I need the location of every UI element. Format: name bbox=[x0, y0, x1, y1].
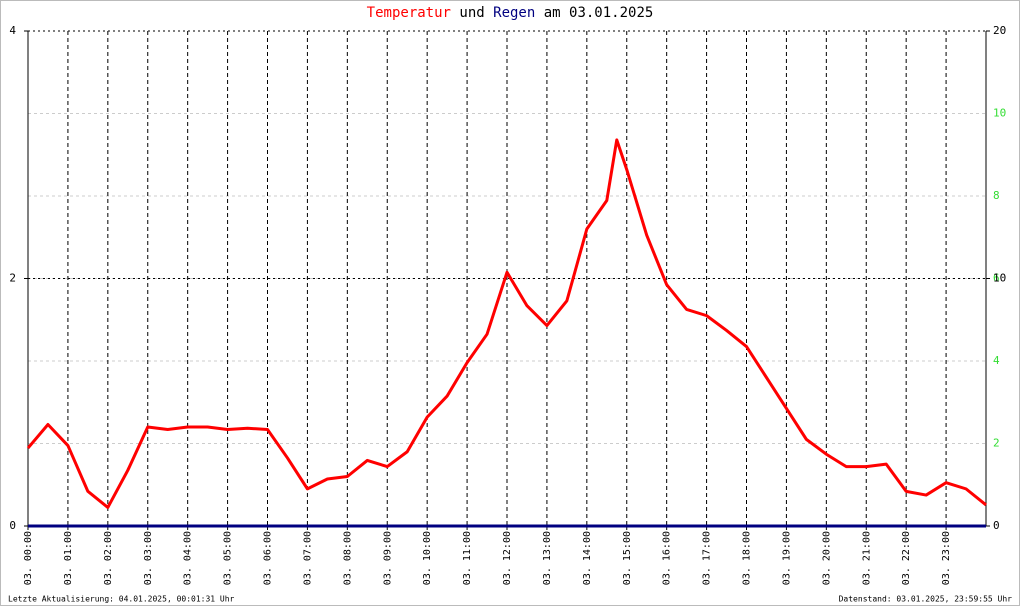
x-tick-label: 03. 05:00 bbox=[223, 531, 234, 585]
x-tick-label: 03. 11:00 bbox=[462, 531, 473, 585]
title-und: und bbox=[459, 5, 484, 21]
x-tick-label: 03. 19:00 bbox=[781, 531, 792, 585]
x-tick-label: 03. 21:00 bbox=[861, 531, 872, 585]
x-tick-label: 03. 06:00 bbox=[263, 531, 274, 585]
y3-tick-label: 10 bbox=[993, 107, 1006, 120]
y-tick-label: 2 bbox=[9, 272, 16, 285]
title-date: am 03.01.2025 bbox=[544, 5, 654, 21]
title-rain: Regen bbox=[493, 5, 535, 21]
x-tick-label: 03. 13:00 bbox=[542, 531, 553, 585]
x-tick-label: 03. 17:00 bbox=[702, 531, 713, 585]
x-tick-label: 03. 07:00 bbox=[302, 531, 313, 585]
x-tick-label: 03. 12:00 bbox=[502, 531, 513, 585]
chart-title: Temperatur und Regen am 03.01.2025 bbox=[367, 5, 654, 21]
x-tick-label: 03. 23:00 bbox=[941, 531, 952, 585]
x-tick-label: 03. 10:00 bbox=[422, 531, 433, 585]
x-tick-label: 03. 00:00 bbox=[23, 531, 34, 585]
y3-tick-label: 2 bbox=[993, 437, 1000, 450]
x-tick-label: 03. 02:00 bbox=[103, 531, 114, 585]
x-tick-label: 03. 14:00 bbox=[582, 531, 593, 585]
x-tick-label: 03. 18:00 bbox=[742, 531, 753, 585]
x-tick-label: 03. 08:00 bbox=[342, 531, 353, 585]
y2-tick-label: 10 bbox=[993, 272, 1006, 285]
series-line bbox=[26, 138, 987, 509]
x-tick-label: 03. 15:00 bbox=[622, 531, 633, 585]
y2-tick-label: 0 bbox=[993, 519, 1000, 532]
y3-tick-label: 4 bbox=[993, 354, 1000, 367]
footer-right: Datenstand: 03.01.2025, 23:59:55 Uhr bbox=[839, 595, 1013, 604]
x-tick-label: 03. 01:00 bbox=[63, 531, 74, 585]
x-tick-label: 03. 04:00 bbox=[183, 531, 194, 585]
footer-left: Letzte Aktualisierung: 04.01.2025, 00:01… bbox=[8, 595, 235, 604]
x-tick-label: 03. 20:00 bbox=[821, 531, 832, 585]
y3-tick-label: 6 bbox=[993, 272, 1000, 285]
y2-tick-label: 20 bbox=[993, 24, 1006, 37]
x-tick-label: 03. 03:00 bbox=[143, 531, 154, 585]
y-tick-label: 4 bbox=[9, 24, 16, 37]
x-tick-label: 03. 16:00 bbox=[662, 531, 673, 585]
x-tick-label: 03. 09:00 bbox=[382, 531, 393, 585]
title-temp: Temperatur bbox=[367, 5, 451, 21]
y-tick-label: 0 bbox=[9, 519, 16, 532]
x-tick-label: 03. 22:00 bbox=[901, 531, 912, 585]
y3-tick-label: 8 bbox=[993, 189, 1000, 202]
